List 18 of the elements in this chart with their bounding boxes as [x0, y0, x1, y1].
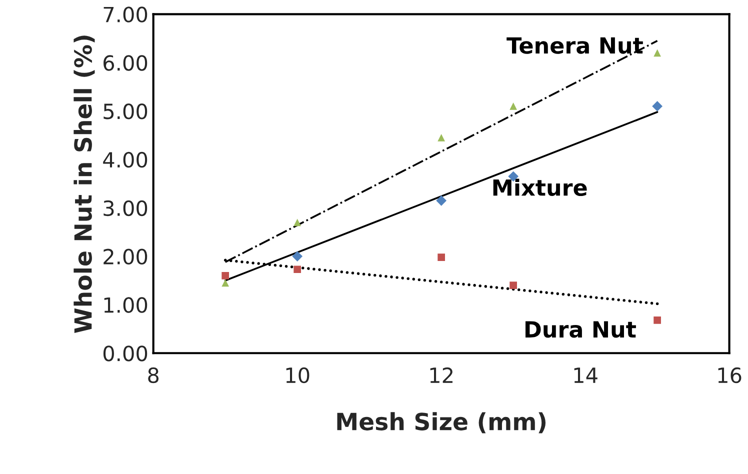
- y-tick-label: 1.00: [104, 297, 148, 313]
- x-tick-label: 10: [286, 367, 310, 384]
- y-tick-label: 2.00: [104, 248, 148, 265]
- x-tick-label: 12: [430, 367, 452, 383]
- series-label: Mixture: [493, 178, 587, 196]
- y-tick-label: 4.00: [103, 152, 148, 168]
- x-tick-label: 16: [718, 367, 742, 384]
- y-tick-label: 0.00: [103, 346, 148, 362]
- y-tick-label: 3.00: [104, 200, 148, 216]
- x-axis-title: Mesh Size (mm): [337, 412, 546, 434]
- series-label: Tenera Nut: [506, 37, 643, 54]
- x-tick-label: 8: [148, 367, 159, 384]
- y-tick-label: 5.00: [104, 104, 148, 120]
- y-axis-title: Whole Nut in Shell (%): [74, 36, 95, 334]
- y-tick-label: 7.00: [104, 6, 148, 22]
- series-label: Dura Nut: [526, 321, 636, 338]
- x-tick-label: 14: [574, 368, 598, 383]
- y-tick-label: 6.00: [104, 55, 148, 71]
